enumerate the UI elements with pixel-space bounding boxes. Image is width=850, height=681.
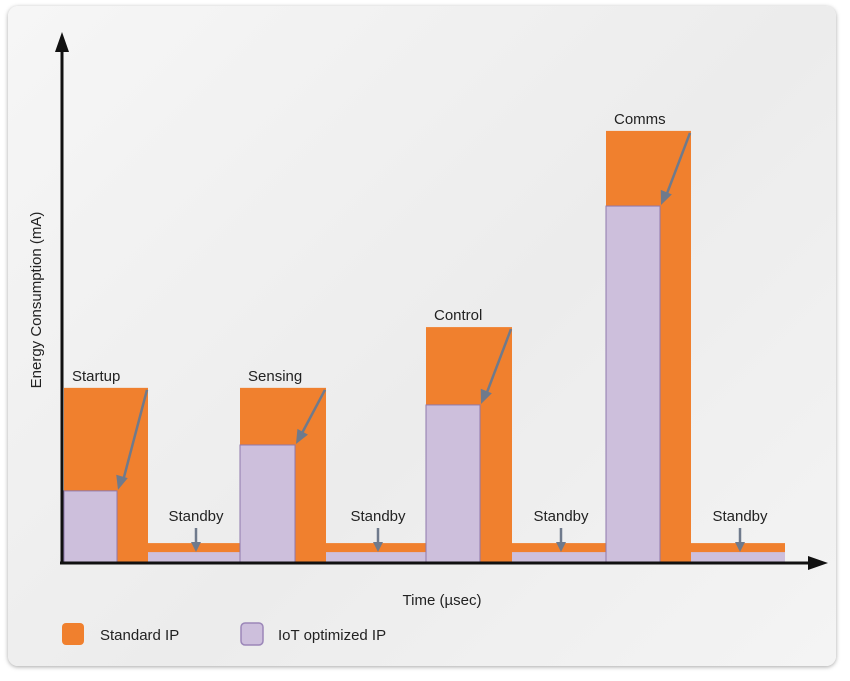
arrow-startup xyxy=(121,389,149,482)
x-axis-label: Time (µsec) xyxy=(403,592,482,609)
bar-iot-optimized-ip-startup xyxy=(63,490,118,563)
arrow-sensing xyxy=(299,389,327,436)
arrow-control xyxy=(484,328,513,396)
legend-swatch-standard-ip xyxy=(62,623,84,645)
arrow-comms xyxy=(664,132,692,197)
arrowhead-standby xyxy=(191,542,201,552)
bar-iot-optimized-ip-sensing xyxy=(239,444,296,563)
x-axis-arrowhead xyxy=(808,556,828,570)
label-standby: Standby xyxy=(533,508,589,525)
arrowhead-standby xyxy=(373,542,383,552)
bar-iot-optimized-ip-standby xyxy=(691,552,785,562)
bar-iot-optimized-ip-control xyxy=(425,404,481,563)
label-standby: Standby xyxy=(168,508,224,525)
y-axis-arrowhead xyxy=(55,32,69,52)
label-sensing: Sensing xyxy=(248,368,302,385)
arrowhead-control xyxy=(480,388,492,404)
label-standby: Standby xyxy=(350,508,406,525)
y-axis-label: Energy Consumption (mA) xyxy=(28,212,45,389)
bar-iot-optimized-ip-comms xyxy=(605,205,661,563)
label-standby: Standby xyxy=(712,508,768,525)
arrowhead-standby xyxy=(735,542,745,552)
bar-iot-optimized-ip-standby xyxy=(326,552,426,562)
legend-label-standard-ip: Standard IP xyxy=(100,627,179,644)
arrowhead-sensing xyxy=(296,428,308,444)
arrowhead-standby xyxy=(556,542,566,552)
legend-swatch-iot-optimized-ip xyxy=(240,622,264,646)
arrowhead-startup xyxy=(116,474,128,490)
arrowhead-comms xyxy=(660,189,672,206)
label-control: Control xyxy=(434,307,482,324)
bar-iot-optimized-ip-standby xyxy=(512,552,606,562)
label-comms: Comms xyxy=(614,111,666,128)
bar-iot-optimized-ip-standby xyxy=(148,552,240,562)
label-startup: Startup xyxy=(72,368,120,385)
legend-label-iot-optimized-ip: IoT optimized IP xyxy=(278,627,386,644)
